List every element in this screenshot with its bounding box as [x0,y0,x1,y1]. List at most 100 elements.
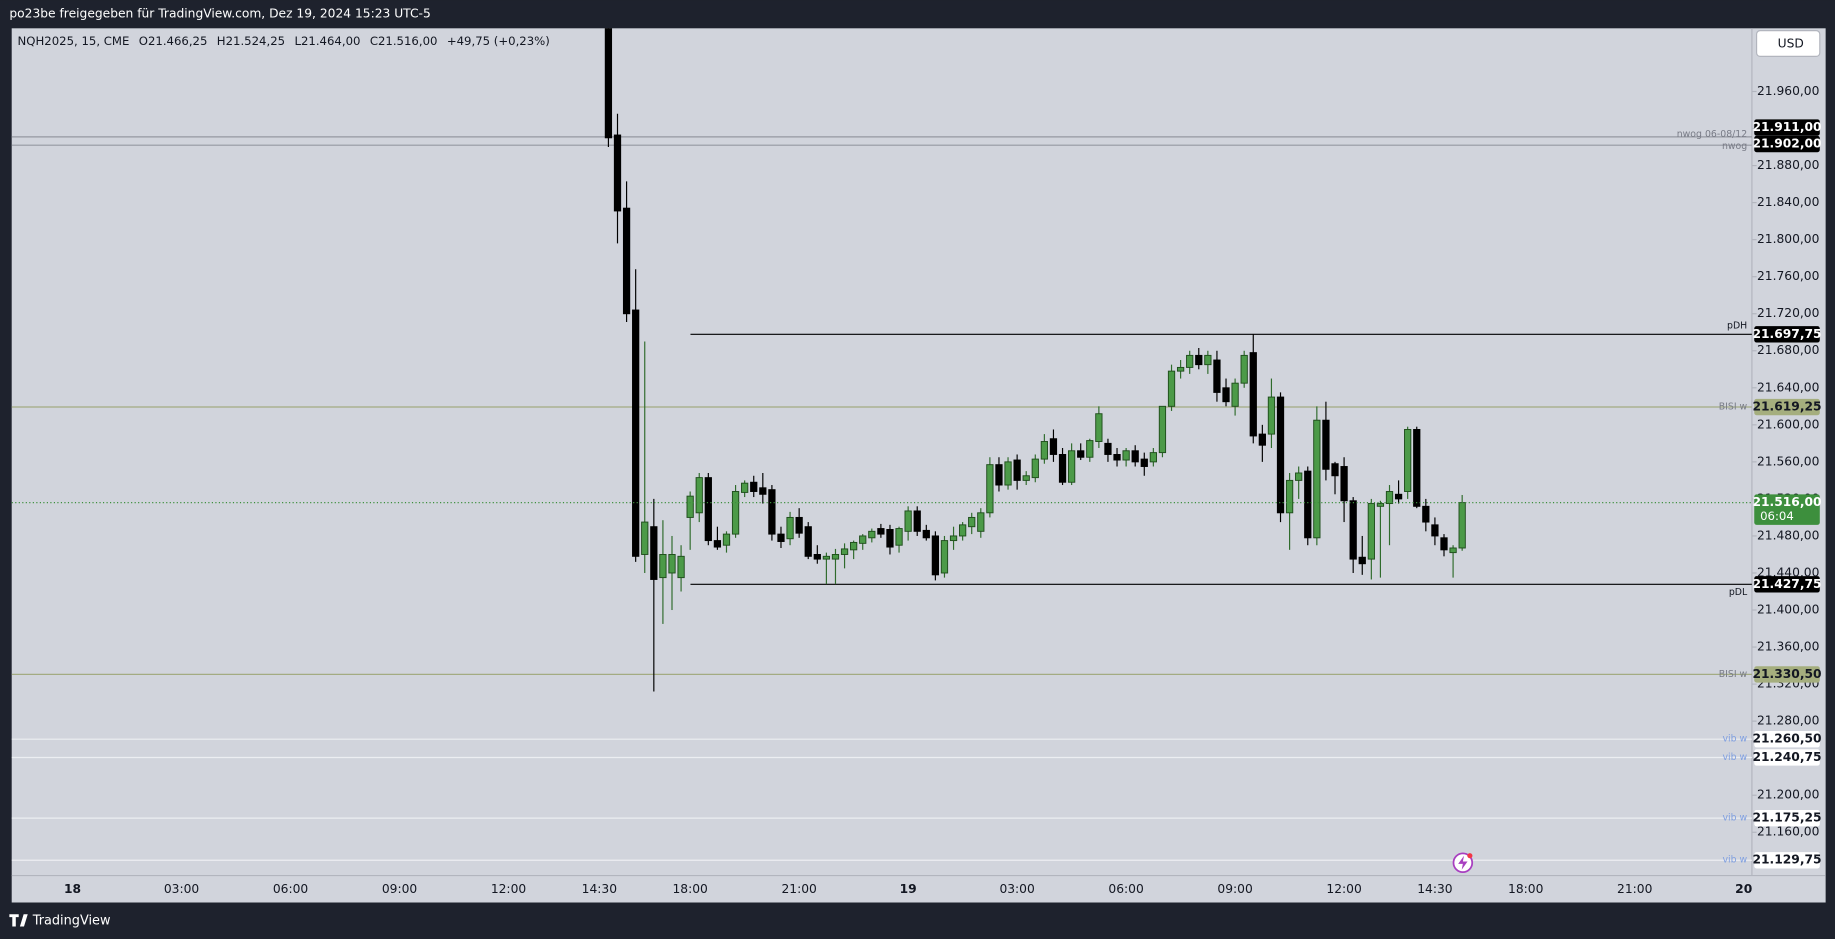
x-tick-label: 09:00 [1217,882,1252,896]
candle-body [895,528,903,546]
x-tick-label: 03:00 [164,882,199,896]
candle-body [1176,366,1185,372]
x-tick-label: 18:00 [1508,882,1543,896]
y-tick-label: 21.160,00 [1757,825,1819,839]
currency-label[interactable]: USD [1778,37,1804,51]
candle-body [1222,387,1230,403]
candle-body [1204,354,1212,366]
header: po23be freigegeben für TradingView.com, … [9,7,430,21]
alert-icon[interactable] [1452,852,1474,873]
y-tick-label: 21.440,00 [1757,565,1819,579]
legend: NQH2025, 15, CME O21.466,25 H21.524,25 L21.… [18,34,550,48]
candle-body [922,529,930,539]
candle-body [1213,359,1221,393]
candle-body [768,489,776,535]
plot [11,28,1752,861]
level-tag-label: 21.902,00 [1752,137,1821,151]
chart-area [11,28,1826,903]
candle-body [813,554,821,560]
candle-body [931,535,940,576]
candle-body [877,528,885,535]
y-tick-label: 21.280,00 [1757,714,1819,728]
axes: 21.160,0021.200,0021.240,0021.280,0021.3… [64,84,1822,896]
level-tag [1754,326,1820,343]
level-label: pDH [1727,321,1747,332]
candle-body [1285,479,1294,514]
y-tick-label: 21.960,00 [1757,84,1819,98]
candle-body [1067,450,1076,483]
x-tick-label: 21:00 [781,882,816,896]
candle-body [1331,463,1339,477]
brand: TradingView [9,914,110,929]
candle-body [986,464,994,514]
candle-body [868,530,876,539]
alert-dot[interactable] [1467,853,1473,859]
level-tag [1754,749,1820,766]
level-label: vib w [1723,813,1748,824]
candle-body [1086,440,1094,458]
candle-body [1422,505,1430,523]
candle-body [1431,524,1439,537]
candle-body [886,529,894,548]
candle-body [1404,429,1412,492]
level-tag-label: 21.129,75 [1752,853,1821,867]
level-tag [1754,398,1820,416]
y-tick-label: 21.680,00 [1757,343,1819,357]
candle-body [1458,502,1466,549]
candle-body [1340,466,1348,502]
candle-body [641,521,649,555]
legend-high: H21.524,25 [217,34,285,48]
level-label: nwog 06-08/12 [1677,129,1748,140]
brand-name: TradingView [32,914,111,929]
candle-body [1095,413,1103,442]
candle-body [1376,503,1385,507]
level-tag-label: 21.619,25 [1752,400,1821,414]
legend-open: O21.466,25 [139,34,208,48]
candle-body [1322,419,1330,470]
currency-button[interactable] [1756,30,1821,57]
x-tick-label: 18 [64,882,81,896]
candle-body [722,533,731,546]
candle-body [1158,405,1167,454]
x-tick-label: 12:00 [491,882,526,896]
countdown: 06:04 [1760,509,1794,523]
candle-body [1349,500,1357,560]
x-tick-label: 09:00 [382,882,417,896]
candle-body [968,516,976,528]
candle-body [1440,537,1448,551]
candle-body [1049,438,1058,455]
level-tag [1754,852,1820,869]
level-tag [1754,119,1820,136]
candle-body [1195,354,1203,366]
candle-body [1022,475,1030,481]
level-tag-label: 21.330,50 [1752,667,1821,681]
level-label: pDL [1729,587,1748,598]
x-tick-label: 06:00 [273,882,308,896]
level-label: BISI w [1719,402,1748,413]
candle-body [777,533,785,542]
legend-close: C21.516,00 [370,34,438,48]
candle-body [1313,419,1321,539]
candle-body [804,526,812,557]
alert-bolt[interactable] [1458,855,1468,870]
level-tag-label: 21.911,00 [1752,120,1821,134]
candle-body [795,516,803,534]
x-tick-label: 18:00 [672,882,707,896]
level-tag [1754,809,1820,827]
level-label: BISI w [1719,669,1748,680]
legend-symbol: NQH2025, 15, CME [18,34,130,48]
level-label: vib w [1723,734,1748,745]
y-tick-label: 21.600,00 [1757,417,1819,431]
candle-body [704,477,712,542]
candle-body [786,516,794,540]
candle-body [1122,450,1130,461]
x-tick-label: 06:00 [1108,882,1143,896]
x-tick-label: 14:30 [1417,882,1452,896]
last-price-tag [1754,494,1820,525]
candle-body [1358,556,1366,565]
y-tick-label: 21.360,00 [1757,640,1819,654]
legend-low: L21.464,00 [294,34,360,48]
level-tag [1754,731,1820,748]
candle-body [677,555,685,579]
